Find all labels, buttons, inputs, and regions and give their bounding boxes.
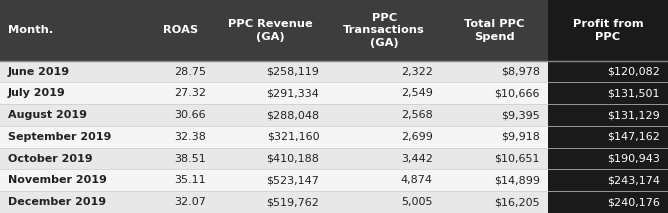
FancyBboxPatch shape [327, 126, 441, 148]
FancyBboxPatch shape [147, 170, 214, 191]
Text: $147,162: $147,162 [607, 132, 660, 142]
Text: 4,874: 4,874 [401, 175, 433, 185]
Text: 38.51: 38.51 [174, 154, 206, 164]
Text: $10,666: $10,666 [494, 88, 540, 98]
FancyBboxPatch shape [214, 126, 327, 148]
Text: $410,188: $410,188 [267, 154, 319, 164]
Text: $258,119: $258,119 [267, 67, 319, 77]
FancyBboxPatch shape [327, 191, 441, 213]
Text: $240,176: $240,176 [607, 197, 660, 207]
FancyBboxPatch shape [214, 0, 327, 61]
Text: 2,549: 2,549 [401, 88, 433, 98]
FancyBboxPatch shape [441, 61, 548, 82]
Text: 2,699: 2,699 [401, 132, 433, 142]
FancyBboxPatch shape [441, 170, 548, 191]
FancyBboxPatch shape [0, 104, 147, 126]
Text: $519,762: $519,762 [267, 197, 319, 207]
FancyBboxPatch shape [147, 191, 214, 213]
Text: October 2019: October 2019 [8, 154, 93, 164]
FancyBboxPatch shape [548, 82, 668, 104]
Text: Total PPC
Spend: Total PPC Spend [464, 19, 524, 42]
FancyBboxPatch shape [147, 61, 214, 82]
Text: $131,501: $131,501 [607, 88, 660, 98]
FancyBboxPatch shape [147, 126, 214, 148]
FancyBboxPatch shape [548, 104, 668, 126]
Text: 2,322: 2,322 [401, 67, 433, 77]
FancyBboxPatch shape [548, 170, 668, 191]
FancyBboxPatch shape [214, 170, 327, 191]
FancyBboxPatch shape [327, 170, 441, 191]
FancyBboxPatch shape [441, 82, 548, 104]
FancyBboxPatch shape [0, 0, 147, 61]
Text: Profit from
PPC: Profit from PPC [572, 19, 643, 42]
Text: 27.32: 27.32 [174, 88, 206, 98]
Text: 32.38: 32.38 [174, 132, 206, 142]
Text: 5,005: 5,005 [401, 197, 433, 207]
Text: August 2019: August 2019 [8, 110, 87, 120]
FancyBboxPatch shape [0, 191, 147, 213]
Text: 32.07: 32.07 [174, 197, 206, 207]
FancyBboxPatch shape [147, 104, 214, 126]
Text: $190,943: $190,943 [607, 154, 660, 164]
FancyBboxPatch shape [327, 104, 441, 126]
FancyBboxPatch shape [548, 148, 668, 170]
Text: 28.75: 28.75 [174, 67, 206, 77]
FancyBboxPatch shape [214, 104, 327, 126]
FancyBboxPatch shape [0, 61, 147, 82]
Text: December 2019: December 2019 [8, 197, 106, 207]
FancyBboxPatch shape [214, 61, 327, 82]
FancyBboxPatch shape [0, 82, 147, 104]
Text: November 2019: November 2019 [8, 175, 107, 185]
FancyBboxPatch shape [327, 82, 441, 104]
FancyBboxPatch shape [327, 0, 441, 61]
Text: ROAS: ROAS [163, 25, 198, 35]
Text: September 2019: September 2019 [8, 132, 112, 142]
FancyBboxPatch shape [0, 170, 147, 191]
FancyBboxPatch shape [548, 191, 668, 213]
Text: 3,442: 3,442 [401, 154, 433, 164]
Text: PPC
Transactions
(GA): PPC Transactions (GA) [343, 13, 425, 48]
Text: 30.66: 30.66 [174, 110, 206, 120]
FancyBboxPatch shape [214, 148, 327, 170]
FancyBboxPatch shape [0, 148, 147, 170]
FancyBboxPatch shape [214, 82, 327, 104]
FancyBboxPatch shape [327, 61, 441, 82]
Text: $243,174: $243,174 [607, 175, 660, 185]
FancyBboxPatch shape [147, 148, 214, 170]
Text: PPC Revenue
(GA): PPC Revenue (GA) [228, 19, 313, 42]
Text: $8,978: $8,978 [501, 67, 540, 77]
FancyBboxPatch shape [441, 148, 548, 170]
Text: $288,048: $288,048 [266, 110, 319, 120]
FancyBboxPatch shape [441, 191, 548, 213]
Text: $523,147: $523,147 [267, 175, 319, 185]
FancyBboxPatch shape [147, 0, 214, 61]
Text: 2,568: 2,568 [401, 110, 433, 120]
FancyBboxPatch shape [0, 126, 147, 148]
FancyBboxPatch shape [441, 126, 548, 148]
FancyBboxPatch shape [548, 61, 668, 82]
FancyBboxPatch shape [214, 191, 327, 213]
Text: $291,334: $291,334 [267, 88, 319, 98]
Text: 35.11: 35.11 [174, 175, 206, 185]
Text: $321,160: $321,160 [267, 132, 319, 142]
Text: $9,918: $9,918 [501, 132, 540, 142]
FancyBboxPatch shape [441, 104, 548, 126]
Text: June 2019: June 2019 [8, 67, 70, 77]
Text: $120,082: $120,082 [607, 67, 660, 77]
Text: Month.: Month. [8, 25, 53, 35]
Text: $14,899: $14,899 [494, 175, 540, 185]
FancyBboxPatch shape [548, 126, 668, 148]
FancyBboxPatch shape [441, 0, 548, 61]
Text: July 2019: July 2019 [8, 88, 65, 98]
Text: $10,651: $10,651 [494, 154, 540, 164]
Text: $9,395: $9,395 [501, 110, 540, 120]
Text: $131,129: $131,129 [607, 110, 660, 120]
Text: $16,205: $16,205 [494, 197, 540, 207]
FancyBboxPatch shape [327, 148, 441, 170]
FancyBboxPatch shape [147, 82, 214, 104]
FancyBboxPatch shape [548, 0, 668, 61]
